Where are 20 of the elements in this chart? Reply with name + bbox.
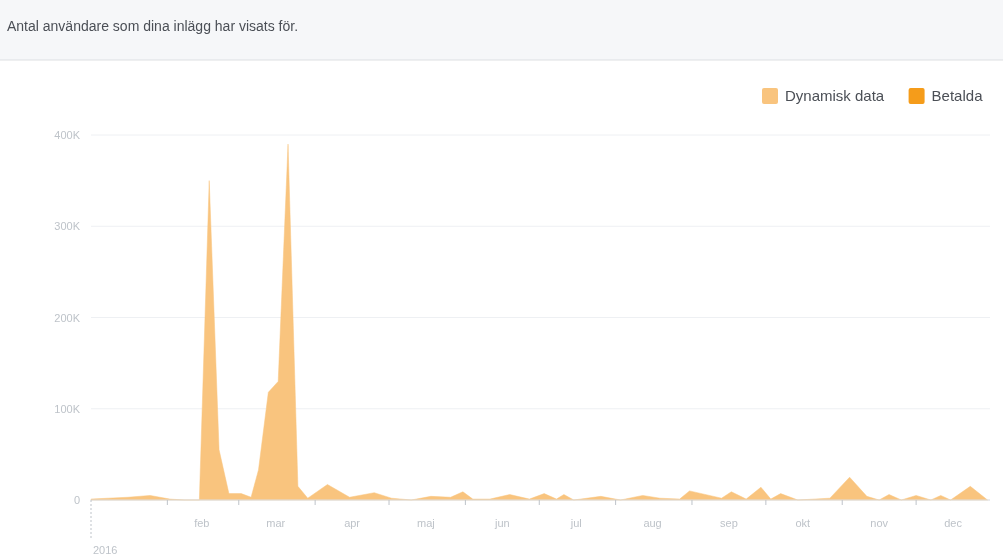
legend-label: Dynamisk data xyxy=(785,87,885,104)
x-tick-label: maj xyxy=(417,517,435,529)
x-tick-label: feb xyxy=(194,517,210,529)
x-tick-label: jul xyxy=(569,517,582,529)
y-tick-label: 300K xyxy=(54,220,81,233)
y-tick-label: 100K xyxy=(54,402,81,415)
x-tick-label: nov xyxy=(870,517,889,529)
chart-title: Antal användare som dina inlägg har visats för. xyxy=(7,18,299,34)
x-tick-label: mar xyxy=(266,517,286,529)
y-tick-label: 0 xyxy=(73,494,80,506)
text: 2016 xyxy=(93,544,118,556)
y-tick-label: 400K xyxy=(54,129,81,141)
y-tick-label: 200K xyxy=(54,311,81,324)
x-tick-label: dec xyxy=(944,517,963,529)
x-tick-label: okt xyxy=(795,517,811,529)
x-tick-label: apr xyxy=(344,517,361,529)
x-tick-label: jun xyxy=(493,517,510,529)
x-tick-label: aug xyxy=(643,517,662,529)
legend-label: Betalda xyxy=(931,87,984,104)
x-tick-label: sep xyxy=(720,517,738,529)
